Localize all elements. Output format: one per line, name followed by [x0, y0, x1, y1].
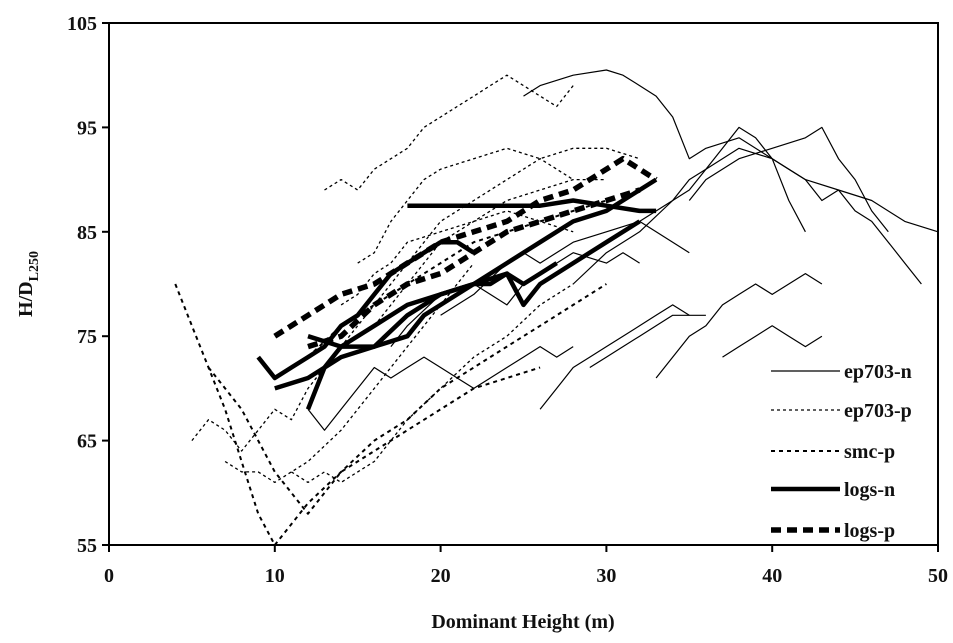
legend-label: logs-p — [844, 520, 895, 542]
series-line-thick-dashed-28 — [273, 155, 658, 339]
series-line-thin-solid-6 — [539, 304, 706, 410]
series-line-thin-dotted-17 — [373, 178, 607, 327]
y-axis-label-subscript: L250 — [27, 251, 42, 281]
series-line-thick-solid-25 — [305, 261, 558, 411]
legend-label: ep703-n — [844, 361, 912, 383]
x-tick-label: 20 — [431, 565, 451, 587]
series-line-thin-solid-9 — [307, 346, 574, 431]
series-line-thick-solid-27 — [307, 219, 641, 349]
tick-layer: 0 10 20 30 40 50 55 65 75 85 95 105 — [67, 13, 948, 587]
series-line-thin-dotted-16 — [357, 147, 640, 264]
y-axis-label: H/DL250 — [15, 251, 42, 317]
svg-text:H/DL250: H/DL250 — [15, 251, 42, 317]
y-tick-label: 95 — [77, 117, 97, 139]
x-tick-label: 50 — [928, 565, 948, 587]
x-tick-label: 40 — [762, 565, 782, 587]
legend-label: ep703-p — [844, 400, 912, 422]
series-line-thick-solid-23 — [256, 239, 476, 381]
series-line-thin-solid-7 — [589, 314, 690, 369]
series-line-thin-solid-11 — [440, 220, 690, 316]
series-line-thin-solid-2 — [639, 126, 922, 285]
legend: ep703-n ep703-p smc-p logs-n logs-p — [763, 350, 937, 544]
y-tick-label: 75 — [77, 326, 97, 348]
y-tick-label: 65 — [77, 431, 97, 453]
y-tick-label: 85 — [77, 222, 97, 244]
series-line-thin-solid-3 — [572, 147, 806, 285]
series-line-thin-dotted-14 — [291, 283, 574, 484]
series-line-thick-dashed-29 — [307, 187, 641, 350]
legend-label: smc-p — [844, 441, 895, 463]
legend-background — [763, 350, 937, 544]
series-line-thin-solid-5 — [655, 273, 823, 379]
series-line-thick-solid-26 — [407, 198, 657, 214]
series-line-thin-solid-4 — [688, 126, 889, 233]
series-line-thin-solid-8 — [722, 325, 823, 358]
series-line-dashed-20 — [207, 366, 541, 515]
series-line-thin-dotted-13 — [224, 262, 475, 484]
y-tick-label: 55 — [77, 535, 97, 557]
y-axis-label-main: H/D — [15, 281, 37, 317]
legend-label: logs-n — [844, 479, 895, 501]
y-tick-label: 105 — [67, 13, 97, 35]
x-tick-label: 0 — [104, 565, 114, 587]
x-tick-label: 10 — [265, 565, 285, 587]
series-layer — [174, 69, 939, 546]
x-axis-label: Dominant Height (m) — [431, 611, 614, 633]
series-line-dashed-21 — [274, 283, 607, 546]
x-tick-label: 30 — [596, 565, 616, 587]
series-line-thin-dotted-15 — [324, 74, 574, 191]
series-line-thin-solid-1 — [523, 69, 939, 233]
